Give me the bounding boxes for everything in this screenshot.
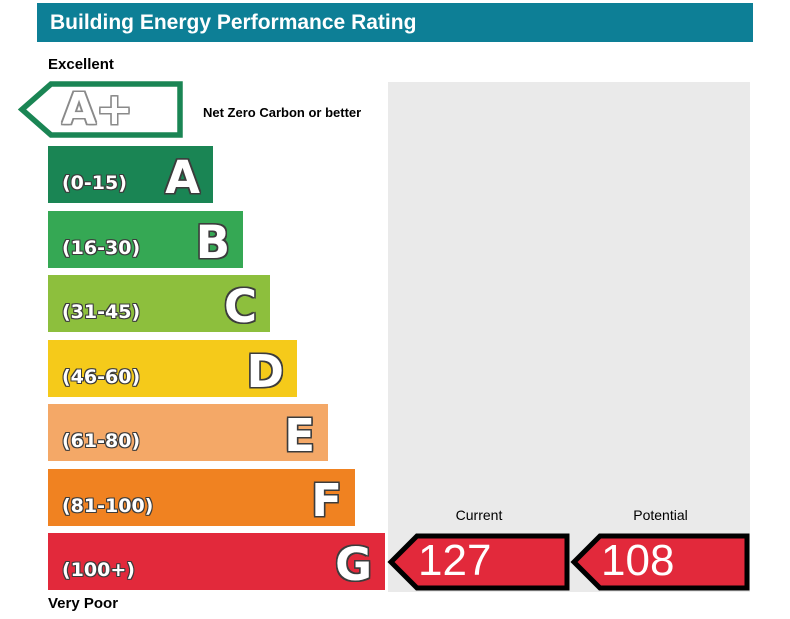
band-d-letter: D (246, 345, 284, 398)
potential-column-label: Potential (633, 507, 688, 523)
band-c-letter: C (223, 280, 257, 333)
band-e-range: (61-80) (62, 430, 141, 452)
current-rating-value: 127 (418, 536, 492, 586)
band-a-range: (0-15) (62, 172, 127, 194)
scale-top-label: Excellent (48, 56, 114, 73)
band-g-letter: G (335, 538, 372, 591)
band-a-plus-letter: A+ (62, 84, 133, 135)
band-b: (16-30) B (48, 211, 243, 268)
band-f-range: (81-100) (62, 495, 154, 517)
band-e: (61-80) E (48, 404, 328, 461)
a-plus-arrow-polygon (17, 81, 183, 138)
band-g: (100+) G (48, 533, 385, 590)
potential-rating-indicator: 108 (570, 533, 750, 591)
band-d-range: (46-60) (62, 366, 141, 388)
band-f: (81-100) F (48, 469, 355, 526)
current-rating-indicator: 127 (387, 533, 570, 591)
band-g-range: (100+) (62, 559, 135, 581)
band-a: (0-15) A (48, 146, 213, 203)
band-a-plus-note: Net Zero Carbon or better (203, 105, 362, 120)
band-b-range: (16-30) (62, 237, 141, 259)
scale-bottom-label: Very Poor (48, 595, 119, 612)
potential-arrow-polygon (570, 533, 750, 591)
band-f-letter: F (311, 474, 342, 527)
band-c-range: (31-45) (62, 301, 141, 323)
chart-title: Building Energy Performance Rating (50, 11, 417, 34)
band-d: (46-60) D (48, 340, 297, 397)
band-a-plus: A+ (17, 81, 183, 138)
current-column-label: Current (455, 507, 503, 523)
current-arrow-shape (387, 533, 570, 591)
potential-rating-value: 108 (601, 536, 675, 586)
current-arrow-polygon (387, 533, 570, 591)
chart-title-bar: Building Energy Performance Rating (37, 3, 753, 42)
band-c: (31-45) C (48, 275, 270, 332)
a-plus-arrow-shape (17, 81, 183, 138)
rating-backdrop-panel (388, 82, 750, 592)
band-b-letter: B (195, 216, 230, 269)
potential-arrow-shape (570, 533, 750, 591)
band-a-letter: A (165, 151, 200, 204)
band-e-letter: E (284, 409, 315, 462)
